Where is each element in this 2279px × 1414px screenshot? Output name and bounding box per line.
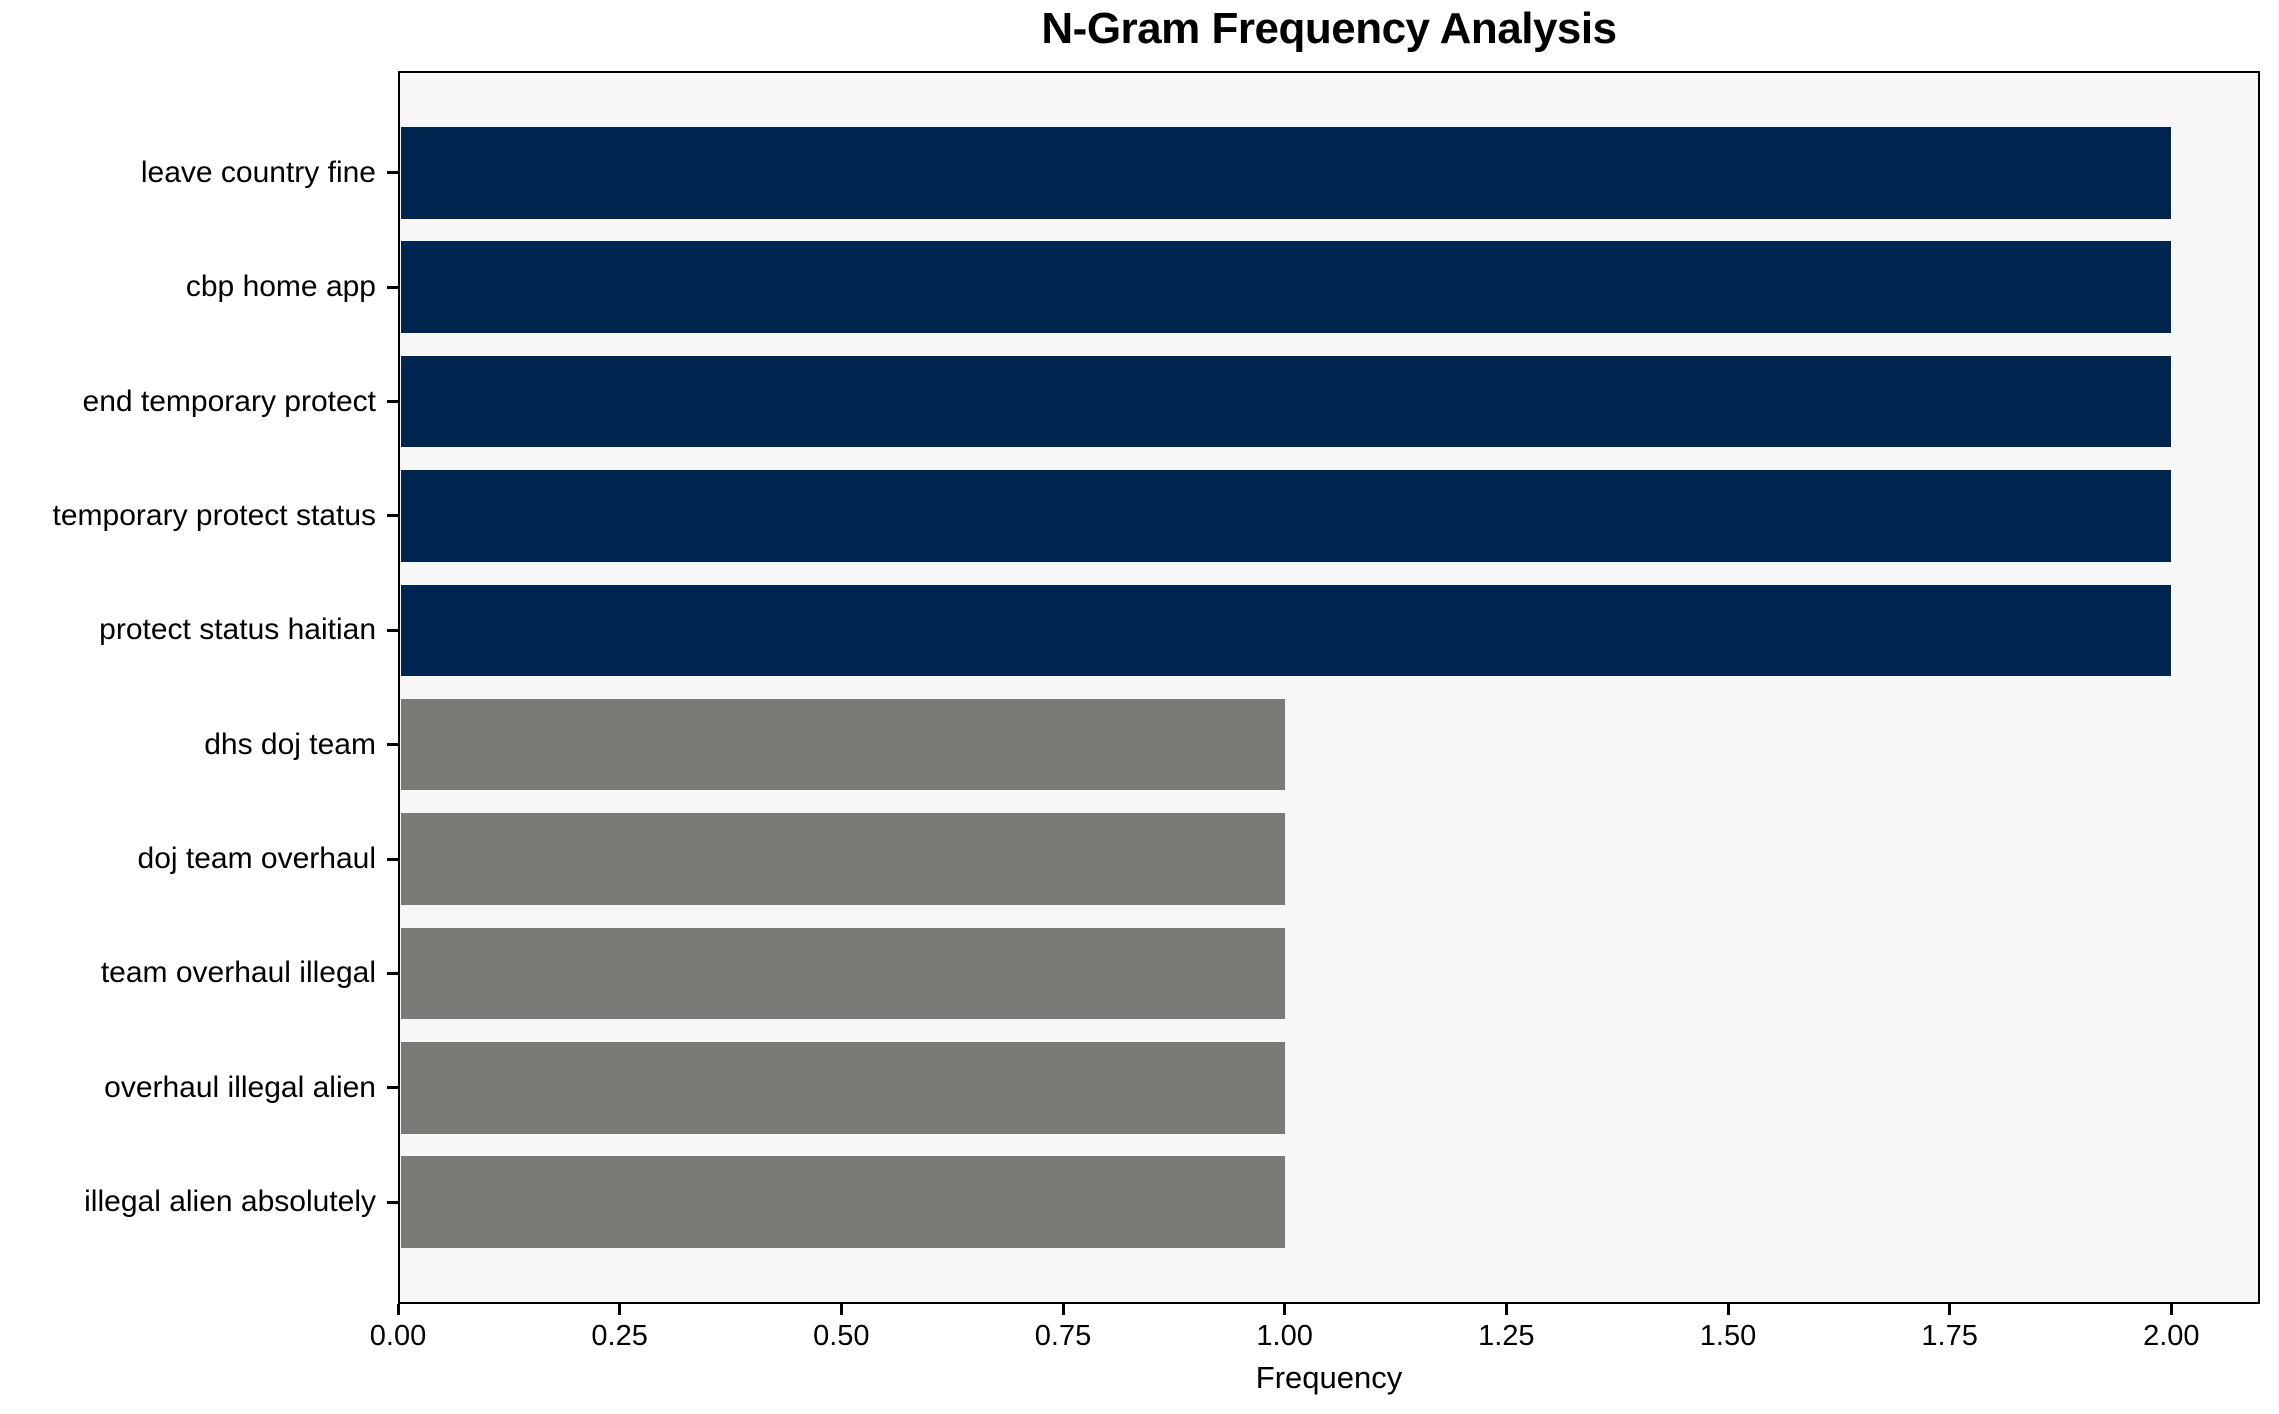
y-tick-label: leave country fine bbox=[140, 155, 376, 189]
y-tick-mark bbox=[387, 971, 398, 975]
y-tick-mark bbox=[387, 1200, 398, 1204]
x-axis-title: Frequency bbox=[1255, 1360, 1403, 1395]
x-tick-label: 0.50 bbox=[813, 1320, 870, 1352]
x-tick-mark bbox=[2169, 1304, 2173, 1315]
y-tick-mark bbox=[387, 171, 398, 175]
x-tick-label: 1.50 bbox=[1699, 1320, 1757, 1352]
x-tick-mark bbox=[618, 1304, 622, 1315]
y-tick-mark bbox=[387, 1086, 398, 1090]
bar bbox=[400, 698, 1285, 791]
y-tick-label: cbp home app bbox=[185, 270, 376, 304]
bar bbox=[400, 584, 2172, 677]
y-tick-label: overhaul illegal alien bbox=[104, 1070, 376, 1104]
bar bbox=[400, 470, 2172, 562]
y-tick-mark bbox=[387, 514, 398, 518]
y-tick-label: temporary protect status bbox=[52, 498, 376, 532]
bar bbox=[400, 241, 2172, 333]
y-tick-mark bbox=[387, 743, 398, 747]
x-tick-mark bbox=[396, 1304, 400, 1315]
y-tick-mark bbox=[387, 400, 398, 404]
bar bbox=[400, 127, 2172, 219]
x-tick-label: 2.00 bbox=[2143, 1320, 2200, 1352]
x-tick-label: 1.25 bbox=[1478, 1320, 1535, 1352]
x-tick-label: 1.00 bbox=[1256, 1320, 1313, 1352]
y-tick-label: protect status haitian bbox=[99, 613, 376, 647]
x-tick-mark bbox=[1061, 1304, 1065, 1315]
x-tick-label: 0.00 bbox=[369, 1320, 427, 1352]
y-tick-mark bbox=[387, 285, 398, 289]
bar bbox=[400, 927, 1285, 1020]
x-tick-label: 0.25 bbox=[591, 1320, 648, 1352]
x-tick-mark bbox=[1948, 1304, 1952, 1315]
y-tick-label: end temporary protect bbox=[82, 384, 376, 418]
bar bbox=[400, 1042, 1285, 1134]
y-tick-label: team overhaul illegal bbox=[100, 956, 376, 990]
x-tick-label: 0.75 bbox=[1034, 1320, 1092, 1352]
y-tick-label: illegal alien absolutely bbox=[84, 1185, 376, 1219]
y-tick-mark bbox=[387, 857, 398, 861]
x-tick-mark bbox=[1504, 1304, 1508, 1315]
bar bbox=[400, 1156, 1285, 1248]
x-tick-label: 1.75 bbox=[1921, 1320, 1978, 1352]
chart-title: N-Gram Frequency Analysis bbox=[1041, 4, 1617, 53]
bar bbox=[400, 355, 2172, 448]
y-tick-label: doj team overhaul bbox=[137, 842, 376, 876]
x-tick-mark bbox=[839, 1304, 843, 1315]
x-tick-mark bbox=[1283, 1304, 1287, 1315]
y-tick-label: dhs doj team bbox=[204, 727, 376, 761]
bar bbox=[400, 813, 1285, 905]
y-tick-mark bbox=[387, 628, 398, 632]
x-tick-mark bbox=[1726, 1304, 1730, 1315]
